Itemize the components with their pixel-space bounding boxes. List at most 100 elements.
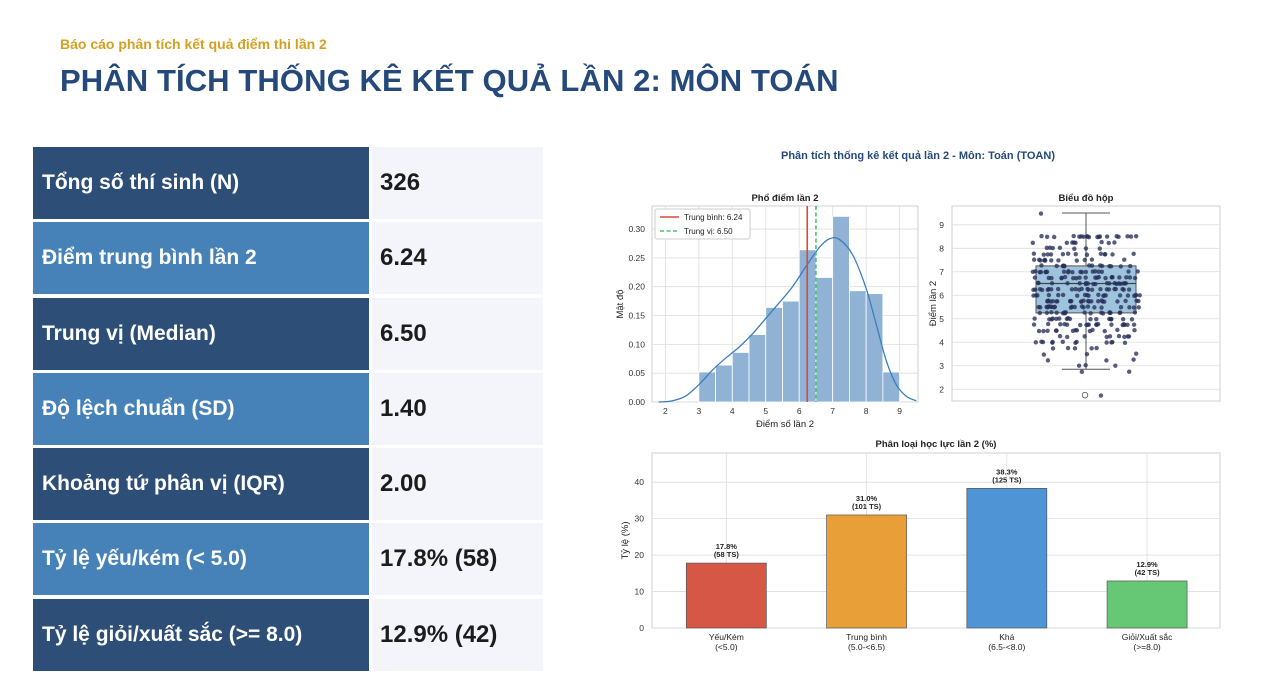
- data-point: [1088, 311, 1093, 316]
- data-point: [1073, 252, 1078, 257]
- data-point: [1078, 269, 1083, 275]
- data-point: [1091, 281, 1096, 287]
- data-point: [1083, 269, 1089, 275]
- classification-bar-chart: 0 10 20 30 40 17.8% (58 TS) Yếu/Kém (<5.0) 31.0%(…: [620, 439, 1221, 652]
- histogram-bar: [748, 334, 767, 403]
- bar: [966, 488, 1048, 629]
- data-point: [1104, 340, 1109, 345]
- data-point: [1067, 316, 1073, 322]
- data-label: 17.8% (58 TS): [714, 542, 740, 559]
- data-point: [1115, 299, 1120, 304]
- data-point: [1084, 351, 1090, 357]
- data-point: [1074, 339, 1079, 345]
- data-point: [1110, 252, 1115, 257]
- data-point: [1038, 211, 1044, 216]
- data-point: [1125, 293, 1131, 298]
- data-point: [1045, 328, 1050, 334]
- data-point: [1073, 240, 1078, 245]
- y-tick-label: 0.15: [628, 311, 645, 321]
- data-point: [1040, 339, 1046, 345]
- data-point: [1044, 245, 1049, 251]
- data-point: [1064, 316, 1070, 322]
- data-point: [1055, 286, 1061, 292]
- stat-value: 6.50: [372, 297, 543, 370]
- data-point: [1122, 257, 1127, 262]
- data-point: [1098, 251, 1104, 257]
- histogram-bar: [815, 277, 834, 403]
- data-point: [1033, 293, 1039, 298]
- data-point: [1054, 299, 1059, 304]
- stat-value: 1.40: [372, 372, 543, 445]
- data-point: [1038, 258, 1043, 263]
- y-tick-label: 0.30: [628, 224, 645, 234]
- data-point: [1056, 292, 1061, 298]
- data-point: [1061, 269, 1067, 274]
- y-tick-label: 5: [939, 314, 944, 324]
- histogram-bar: [731, 352, 750, 403]
- data-point: [1048, 304, 1054, 310]
- kde-curve: [658, 236, 917, 403]
- data-point: [1108, 310, 1113, 316]
- data-point: [1086, 234, 1092, 240]
- data-point: [1109, 316, 1114, 322]
- data-point: [1131, 251, 1136, 257]
- data-point: [1109, 340, 1114, 345]
- data-point: [1065, 281, 1070, 286]
- histogram-bar: [832, 215, 850, 403]
- data-point: [1094, 345, 1099, 351]
- data-point: [1089, 287, 1095, 292]
- data-point: [1098, 286, 1103, 292]
- data-point: [1087, 263, 1092, 268]
- y-tick-label: 3: [939, 361, 944, 371]
- data-point: [1043, 269, 1048, 275]
- stat-label: Trung vị (Median): [33, 297, 369, 370]
- data-point: [1042, 258, 1047, 263]
- data-point: [1124, 275, 1129, 280]
- data-point: [1099, 305, 1104, 310]
- legend-label-mean: Trung bình: 6.24: [684, 213, 743, 222]
- data-point: [1128, 263, 1133, 269]
- data-point: [1059, 275, 1064, 281]
- data-point: [1117, 310, 1122, 316]
- chart-title: Phân loại học lực lần 2 (%): [876, 439, 997, 450]
- legend: Trung bình: 6.24 Trung vị: 6.50: [654, 208, 751, 240]
- histogram-chart: 0.00 0.05 0.10 0.15 0.20 0.25 0.30 2 3 4 5 6 7 8 9 Phổ …: [615, 193, 919, 430]
- data-point: [1098, 393, 1104, 398]
- data-point: [1071, 275, 1076, 281]
- chart-figure: Phân tích thống kê kết quả lần 2 - Môn: …: [600, 140, 1260, 670]
- data-point: [1122, 281, 1128, 286]
- data-point: [1074, 258, 1080, 263]
- histogram-bar: [715, 364, 733, 403]
- data-point: [1125, 322, 1130, 327]
- data-point: [1050, 299, 1055, 304]
- y-tick-label: 0.20: [628, 282, 645, 292]
- data-point: [1104, 358, 1109, 363]
- stat-row-weak-rate: Tỷ lệ yếu/kém (< 5.0) 17.8% (58): [33, 523, 543, 596]
- data-point: [1054, 263, 1059, 269]
- data-point: [1084, 252, 1090, 257]
- data-point: [1041, 352, 1047, 357]
- stat-row-excellent-rate: Tỷ lệ giỏi/xuất sắc (>= 8.0) 12.9% (42): [33, 598, 543, 671]
- data-point: [1083, 275, 1088, 280]
- x-tick-label: Khá (6.5-<8.0): [988, 632, 1025, 652]
- stat-value: 6.24: [372, 222, 543, 295]
- data-point: [1073, 286, 1078, 292]
- data-point: [1103, 275, 1108, 281]
- data-point: [1036, 280, 1041, 286]
- data-point: [1062, 274, 1068, 280]
- data-point: [1036, 328, 1042, 334]
- data-point: [1099, 239, 1104, 245]
- stat-label: Điểm trung bình lần 2: [33, 222, 369, 295]
- data-point: [1037, 310, 1043, 316]
- x-tick-label: Trung bình (5.0-<6.5): [846, 632, 887, 652]
- outlier-marker: [1081, 391, 1089, 399]
- data-point: [1108, 264, 1114, 269]
- data-point: [1039, 233, 1044, 239]
- data-point: [1045, 321, 1051, 327]
- stat-label: Độ lệch chuẩn (SD): [33, 372, 369, 445]
- data-point: [1126, 334, 1132, 339]
- bar: [826, 514, 907, 629]
- data-point: [1085, 298, 1091, 304]
- y-tick-label: 6: [939, 290, 944, 300]
- data-point: [1102, 293, 1107, 298]
